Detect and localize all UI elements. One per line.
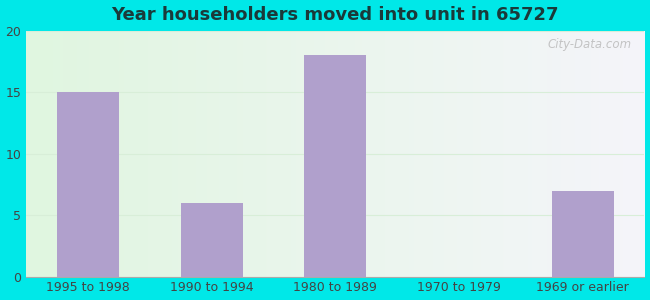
Bar [181, 203, 242, 277]
Bar [57, 92, 119, 277]
Bar [552, 190, 614, 277]
Bar [304, 55, 367, 277]
Title: Year householders moved into unit in 65727: Year householders moved into unit in 657… [112, 6, 559, 24]
Text: City-Data.com: City-Data.com [548, 38, 632, 51]
